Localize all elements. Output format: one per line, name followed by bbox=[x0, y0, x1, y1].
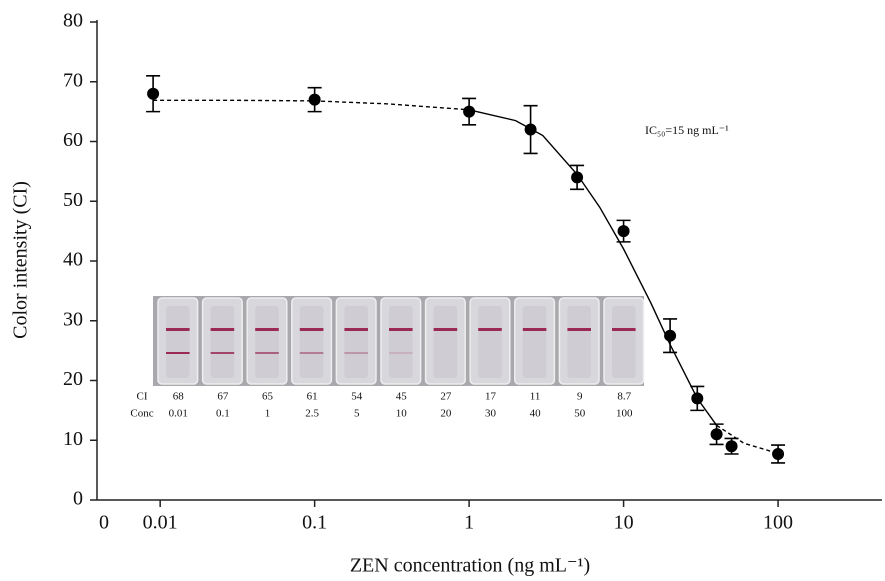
inset-table-cell: 27 bbox=[440, 391, 452, 403]
control-line bbox=[433, 328, 458, 331]
inset-table-cell: 45 bbox=[396, 391, 408, 403]
data-point bbox=[617, 225, 630, 238]
inset-table-cell: 0.01 bbox=[169, 408, 188, 420]
data-point bbox=[308, 93, 321, 106]
strip-window bbox=[478, 306, 502, 378]
data-point bbox=[725, 440, 738, 453]
x-axis-label: ZEN concentration (ng mL⁻¹) bbox=[350, 555, 590, 577]
inset-table-cell: 50 bbox=[574, 408, 586, 420]
test-line bbox=[255, 352, 279, 354]
control-line bbox=[389, 328, 413, 331]
data-point bbox=[524, 123, 537, 136]
data-point bbox=[710, 428, 723, 441]
strip-window bbox=[389, 306, 413, 378]
strip-photo bbox=[153, 296, 645, 386]
inset-table-cell: 54 bbox=[351, 391, 363, 403]
control-line bbox=[522, 328, 547, 331]
test-line bbox=[389, 352, 413, 354]
inset-table-cell: 67 bbox=[217, 391, 229, 403]
inset-table-cell: 65 bbox=[262, 391, 274, 403]
inset-table-cell: 9 bbox=[577, 391, 583, 403]
test-line bbox=[344, 352, 368, 354]
x-tick-label: 0.01 bbox=[143, 512, 178, 534]
inset-table-cell: 40 bbox=[530, 408, 542, 420]
y-tick-label: 30 bbox=[63, 308, 83, 330]
strip-window bbox=[255, 306, 279, 378]
inset-table-cell: 100 bbox=[616, 408, 633, 420]
inset-table-cell: 68 bbox=[173, 391, 185, 403]
control-line bbox=[255, 328, 279, 331]
y-tick-label: 80 bbox=[63, 10, 83, 32]
data-point bbox=[147, 87, 160, 100]
data-point bbox=[664, 329, 677, 342]
data-point bbox=[463, 105, 476, 118]
strip-window bbox=[522, 306, 547, 378]
inset-table-cell: CI bbox=[137, 391, 148, 403]
y-axis-label: Color intensity (CI) bbox=[10, 181, 32, 339]
inset-table-cell: 11 bbox=[530, 391, 541, 403]
y-tick-label: 0 bbox=[73, 488, 83, 510]
strip-window bbox=[433, 306, 458, 378]
y-tick-label: 60 bbox=[63, 129, 83, 151]
strip-window bbox=[567, 306, 591, 378]
inset-table-cell: Conc bbox=[130, 408, 153, 420]
annotation: IC₅₀=15 ng mL⁻¹ bbox=[645, 123, 729, 137]
strip-window bbox=[210, 306, 235, 378]
control-line bbox=[299, 328, 324, 331]
strip-window bbox=[344, 306, 368, 378]
data-point bbox=[691, 392, 704, 405]
data-point bbox=[571, 171, 584, 184]
data-point bbox=[772, 447, 785, 460]
test-line bbox=[166, 352, 190, 354]
control-line bbox=[210, 328, 235, 331]
strip-window bbox=[612, 306, 636, 378]
control-line bbox=[344, 328, 368, 331]
control-line bbox=[166, 328, 190, 331]
y-tick-label: 50 bbox=[63, 189, 83, 211]
inset-table-cell: 0.1 bbox=[216, 408, 230, 420]
strip-window bbox=[166, 306, 190, 378]
y-tick-label: 70 bbox=[63, 69, 83, 91]
test-line bbox=[299, 352, 324, 354]
x-tick-label: 100 bbox=[763, 512, 793, 534]
inset-table-cell: 20 bbox=[440, 408, 452, 420]
inset-table-cell: 5 bbox=[354, 408, 360, 420]
inset-table-cell: 17 bbox=[485, 391, 497, 403]
x-tick-label: 1 bbox=[464, 512, 474, 534]
inset-table-cell: 61 bbox=[307, 391, 318, 403]
control-line bbox=[612, 328, 636, 331]
control-line bbox=[478, 328, 502, 331]
fit-curve bbox=[716, 424, 779, 455]
inset-table-cell: 2.5 bbox=[305, 408, 319, 420]
control-line bbox=[567, 328, 591, 331]
x-origin-label: 0 bbox=[99, 512, 109, 534]
y-tick-label: 20 bbox=[63, 368, 83, 390]
y-tick-label: 40 bbox=[63, 249, 83, 271]
test-line bbox=[210, 352, 235, 354]
y-tick-label: 10 bbox=[63, 428, 83, 450]
inset-table-cell: 8.7 bbox=[617, 391, 631, 403]
inset-table-cell: 1 bbox=[265, 408, 271, 420]
strip-window bbox=[299, 306, 324, 378]
inset-table-cell: 10 bbox=[396, 408, 408, 420]
x-tick-label: 0.1 bbox=[302, 512, 327, 534]
x-tick-label: 10 bbox=[614, 512, 634, 534]
inset-table-cell: 30 bbox=[485, 408, 497, 420]
